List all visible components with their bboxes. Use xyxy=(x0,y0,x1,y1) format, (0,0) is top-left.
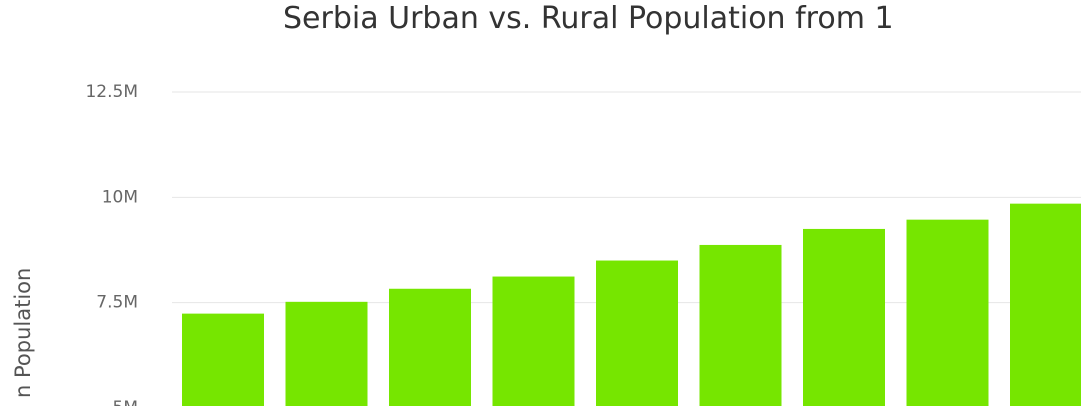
bar xyxy=(389,288,471,406)
bar xyxy=(182,313,264,406)
bar xyxy=(1010,203,1081,406)
bar xyxy=(803,228,885,406)
y-tick-label: 7.5M xyxy=(96,293,138,313)
bar xyxy=(699,244,782,406)
y-axis-label: n Population xyxy=(11,268,35,398)
y-tick-label: 10M xyxy=(102,187,138,207)
chart-title: Serbia Urban vs. Rural Population from 1 xyxy=(283,1,894,36)
bar xyxy=(492,276,575,406)
bar xyxy=(285,301,368,406)
bar xyxy=(906,219,989,406)
y-tick-label: 12.5M xyxy=(85,82,138,102)
bar xyxy=(596,260,678,406)
y-tick-label: 5M xyxy=(113,398,138,406)
